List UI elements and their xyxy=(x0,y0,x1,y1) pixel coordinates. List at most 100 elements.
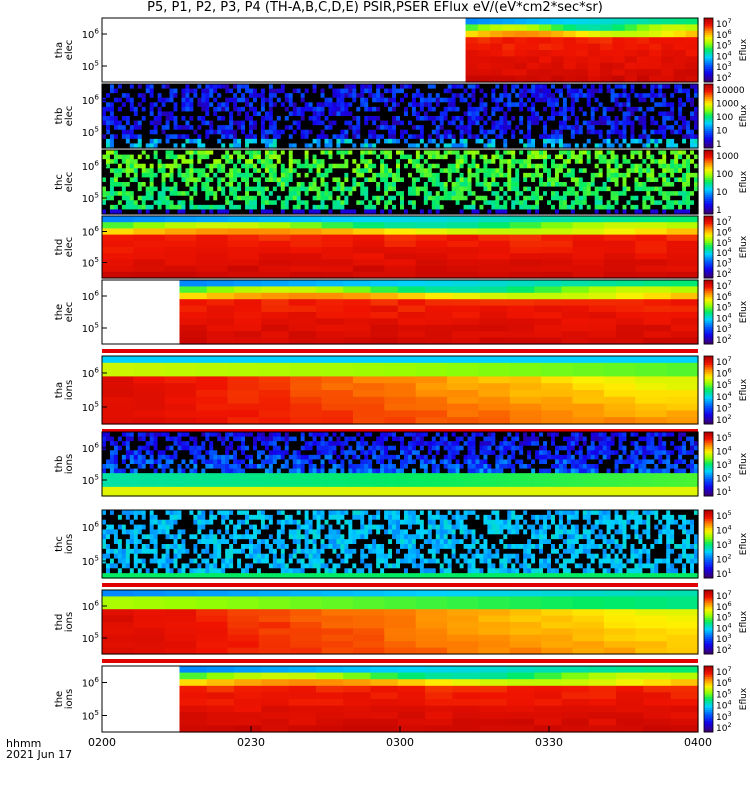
spectrogram-cell xyxy=(491,195,496,201)
spectrogram-cell xyxy=(149,154,155,160)
spectrogram-cell xyxy=(237,138,242,145)
spectrogram-cell xyxy=(499,186,504,192)
spectrogram-cell xyxy=(272,134,278,140)
spectrogram-cell xyxy=(574,84,580,90)
spectrogram-cell xyxy=(332,204,338,211)
spectrogram-cell xyxy=(578,106,584,113)
spectrogram-cell xyxy=(296,138,302,145)
spectrogram-cell xyxy=(157,138,163,145)
spectrogram-cell xyxy=(189,129,194,135)
spectrogram-cell xyxy=(618,200,624,206)
spectrogram-cell xyxy=(105,209,111,215)
spectrogram-cell xyxy=(209,195,214,201)
spectrogram-cell xyxy=(376,143,381,149)
spectrogram-cell xyxy=(288,97,294,103)
spectrogram-cell xyxy=(523,134,528,140)
spectrogram-cell xyxy=(109,134,115,140)
spectrogram-cell xyxy=(179,299,208,307)
spectrogram-cell xyxy=(343,292,372,300)
spectrogram-cell xyxy=(252,111,258,117)
spectrogram-cell xyxy=(121,97,127,103)
spectrogram-cell xyxy=(177,143,183,149)
spectrogram-cell xyxy=(538,69,552,77)
spectrogram-cell xyxy=(260,186,266,192)
spectrogram-cell xyxy=(169,93,175,99)
spectrogram-cell xyxy=(690,102,695,108)
spectrogram-cell xyxy=(320,150,326,156)
spectrogram-cell xyxy=(241,125,246,131)
spectrogram-cell xyxy=(547,97,552,103)
spectrogram-cell xyxy=(205,111,210,117)
spectrogram-cell xyxy=(598,200,604,206)
spectrogram-cell xyxy=(324,172,330,179)
spectrogram-cell xyxy=(674,159,679,165)
spectrogram-cell xyxy=(531,143,536,149)
spectrogram-cell xyxy=(370,292,399,300)
spectrogram-cell xyxy=(376,209,381,215)
spectrogram-cell xyxy=(447,240,480,248)
spectrogram-cell xyxy=(515,143,520,149)
colorbar-segment xyxy=(704,190,713,194)
spectrogram-cell xyxy=(463,120,469,126)
spectrogram-cell xyxy=(666,216,699,223)
spectrogram-cell xyxy=(515,204,520,211)
spectrogram-cell xyxy=(678,120,683,126)
spectrogram-cell xyxy=(125,172,131,179)
spectrogram-cell xyxy=(630,125,636,131)
spectrogram-cell xyxy=(300,129,306,135)
spectrogram-cell xyxy=(260,182,266,188)
spectrogram-cell xyxy=(535,138,540,145)
spectrogram-cell xyxy=(614,93,620,99)
spectrogram-cell xyxy=(328,195,334,201)
spectrogram-cell xyxy=(304,172,310,179)
colorbar-segment xyxy=(704,56,713,60)
spectrogram-cell xyxy=(638,195,643,201)
spectrogram-cell xyxy=(105,204,111,211)
spectrogram-cell xyxy=(515,195,520,201)
spectrogram-cell xyxy=(328,116,334,122)
spectrogram-cell xyxy=(547,129,552,135)
spectrogram-cell xyxy=(618,143,624,149)
spectrogram-cell xyxy=(515,106,520,113)
spectrogram-cell xyxy=(602,209,608,215)
spectrogram-cell xyxy=(149,204,155,211)
spectrogram-cell xyxy=(451,97,457,103)
spectrogram-cell xyxy=(121,143,127,149)
spectrogram-cell xyxy=(614,97,620,103)
spectrogram-cell xyxy=(316,116,322,122)
spectrogram-cell xyxy=(268,111,274,117)
spectrogram-cell xyxy=(340,177,345,183)
spectrogram-cell xyxy=(423,168,429,174)
spectrogram-cell xyxy=(276,88,282,94)
spectrogram-cell xyxy=(149,120,155,126)
spectrogram-cell xyxy=(288,186,294,192)
spectrogram-cell xyxy=(503,177,508,183)
spectrogram-cell xyxy=(376,111,381,117)
spectrogram-cell xyxy=(324,159,330,165)
spectrogram-cell xyxy=(233,186,238,192)
spectrogram-cell xyxy=(268,209,274,215)
spectrogram-cell xyxy=(260,159,266,165)
spectrogram-cell xyxy=(411,200,417,206)
spectrogram-cell xyxy=(491,106,496,113)
spectrogram-cell xyxy=(181,209,187,215)
spectrogram-cell xyxy=(105,106,111,113)
spectrogram-cell xyxy=(376,182,381,188)
spectrogram-cell xyxy=(209,129,214,135)
spectrogram-cell xyxy=(415,154,421,160)
spectrogram-cell xyxy=(554,186,560,192)
spectrogram-cell xyxy=(634,93,639,99)
spectrogram-cell xyxy=(260,200,266,206)
spectrogram-cell xyxy=(539,182,544,188)
spectrogram-cell xyxy=(164,259,197,267)
spectrogram-cell xyxy=(622,129,628,135)
spectrogram-cell xyxy=(678,84,683,90)
spectrogram-cell xyxy=(237,172,242,179)
spectrogram-cell xyxy=(467,204,473,211)
spectrogram-cell xyxy=(562,191,568,197)
spectrogram-cell xyxy=(572,259,605,267)
spectrogram-cell xyxy=(575,43,589,51)
spectrogram-cell xyxy=(443,84,449,90)
spectrogram-cell xyxy=(229,200,234,206)
spectrogram-cell xyxy=(384,253,417,260)
